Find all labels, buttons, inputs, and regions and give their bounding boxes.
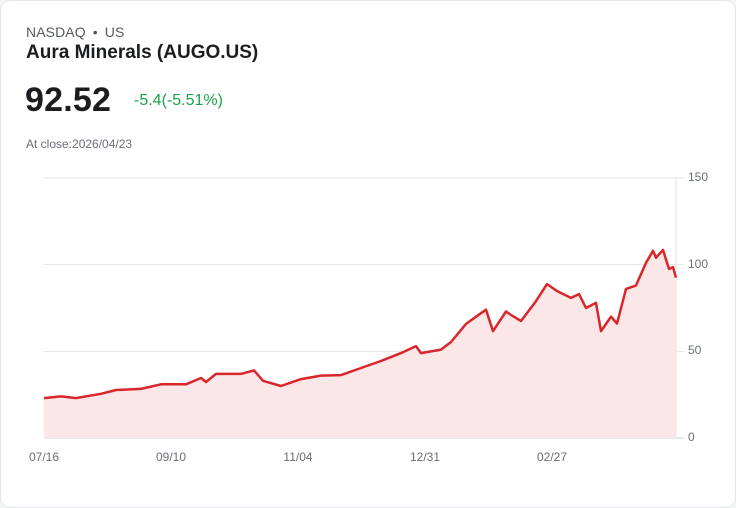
chart-canvas (43, 177, 684, 439)
price-change: -5.4(-5.51%) (134, 92, 223, 109)
x-tick-label: 11/04 (283, 450, 313, 464)
x-tick-label: 12/31 (409, 450, 441, 464)
x-tick-label: 02/27 (536, 450, 568, 464)
y-tick-label: 0 (688, 430, 695, 444)
x-tick-label: 07/16 (28, 450, 60, 464)
y-tick-label: 150 (688, 170, 709, 184)
exchange-name: NASDAQ (26, 24, 86, 40)
y-tick-label: 100 (688, 256, 709, 271)
close-info: At close:2026/04/23 (26, 137, 133, 151)
exchange-label: NASDAQ • US (26, 24, 124, 40)
separator-dot: • (92, 24, 98, 40)
price-line (43, 248, 678, 400)
stock-price: 92.52 (25, 81, 112, 119)
price-chart[interactable]: 150 100 50 0 07/16 09/10 11/04 12/31 02/27 (1, 161, 736, 481)
stock-title: Aura Minerals (AUGO.US) (26, 42, 259, 63)
x-tick-label: 09/10 (155, 450, 187, 464)
y-tick-label: 50 (688, 343, 702, 358)
price-area (44, 249, 676, 438)
region-name: US (104, 24, 125, 40)
